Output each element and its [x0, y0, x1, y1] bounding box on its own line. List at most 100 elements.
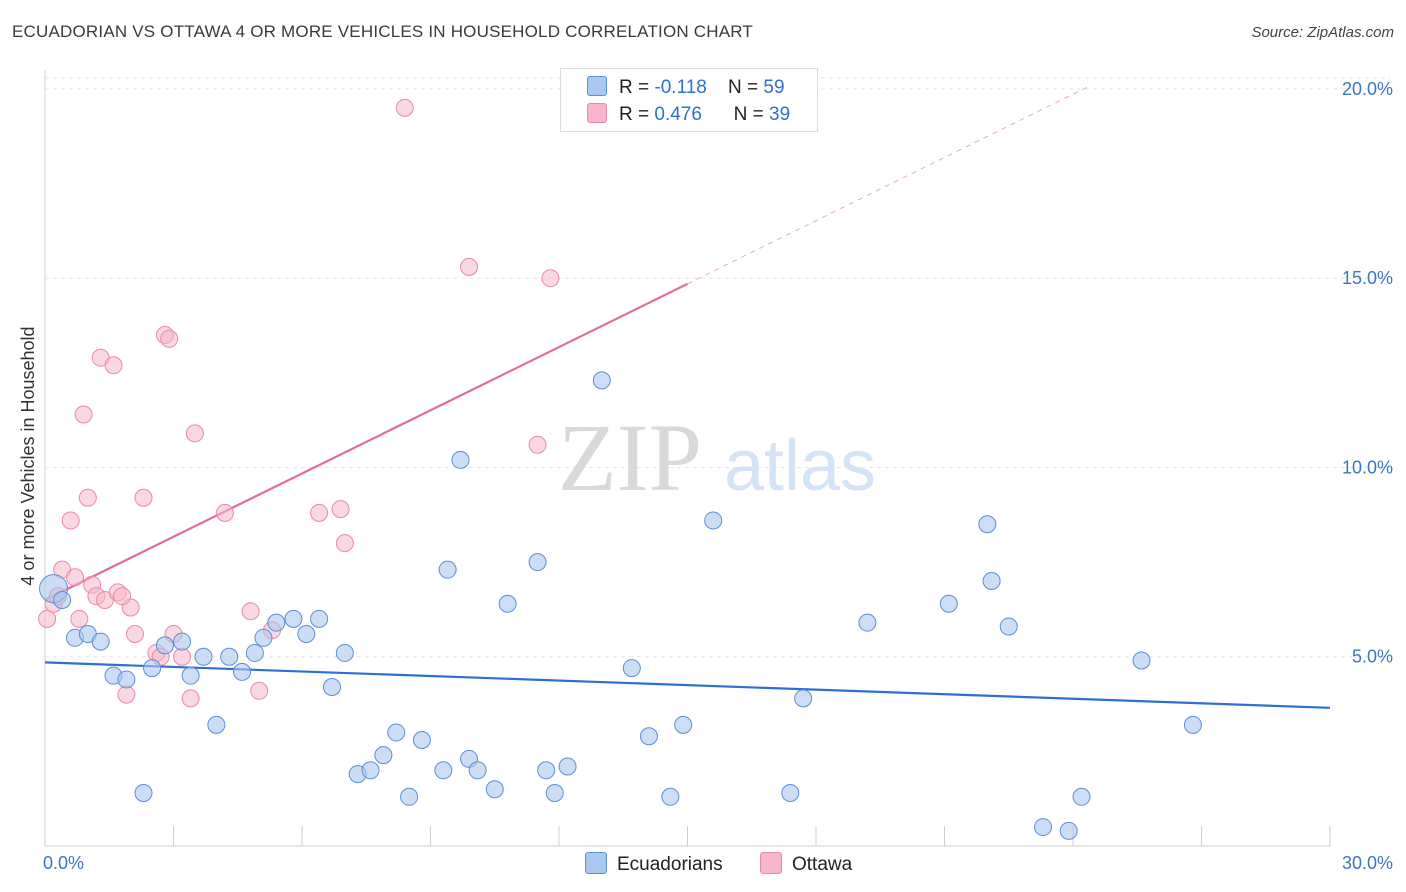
series-label-ecuadorians: Ecuadorians — [617, 854, 723, 875]
ecuadorian-point — [1183, 715, 1202, 734]
legend-row-ecuadorians: R = -0.118 N = 59 — [587, 76, 785, 100]
ottawa-point — [38, 609, 57, 628]
series-swatch-ottawa — [760, 852, 782, 874]
ecuadorian-trend-line — [44, 661, 1331, 709]
series-swatch-ecuadorians — [585, 852, 607, 874]
ecuadorian-point — [310, 609, 329, 628]
trend-lines — [44, 85, 1331, 709]
watermark-atlas: atlas — [724, 426, 876, 506]
ecuadorian-point — [537, 761, 556, 780]
legend-n-label: N = — [727, 77, 759, 98]
ecuadorian-point — [267, 613, 286, 632]
ecuadorian-point — [361, 761, 380, 780]
ecuadorian-point — [1072, 787, 1091, 806]
source-credit: Source: ZipAtlas.com — [1251, 24, 1394, 41]
x-tick-label: 0.0% — [43, 853, 84, 873]
ecuadorian-point — [173, 632, 192, 651]
legend-r-value: -0.118 — [654, 77, 707, 98]
ecuadorian-point — [434, 761, 453, 780]
x-tick-label: 30.0% — [1342, 853, 1393, 873]
legend-swatch-ottawa — [587, 103, 607, 123]
series-legend-ottawa: Ottawa — [760, 852, 852, 876]
ottawa-point — [241, 602, 260, 621]
ecuadorian-point — [558, 757, 577, 776]
ottawa-point — [215, 503, 234, 522]
ecuadorian-point — [661, 787, 680, 806]
ecuadorian-point — [858, 613, 877, 632]
stats-legend: R = -0.118 N = 59 R = 0.476 N = 39 — [560, 68, 818, 132]
ecuadorian-point — [91, 632, 110, 651]
ecuadorian-point — [412, 731, 431, 750]
ecuadorian-point — [999, 617, 1018, 636]
ecuadorian-point — [978, 515, 997, 534]
ecuadorian-point — [335, 643, 354, 662]
ottawa-point — [125, 625, 144, 644]
ottawa-point — [78, 488, 97, 507]
y-axis-title: 4 or more Vehicles in Household — [18, 326, 38, 585]
ecuadorian-point — [592, 371, 611, 390]
ottawa-point — [335, 534, 354, 553]
ecuadorian-point — [639, 727, 658, 746]
ottawa-point — [134, 488, 153, 507]
ottawa-point — [117, 685, 136, 704]
legend-r-label: R = — [619, 104, 650, 125]
ottawa-point — [310, 503, 329, 522]
ecuadorian-point — [674, 715, 693, 734]
tick-labels: 5.0% 10.0% 15.0% 20.0% 0.0% 30.0% — [43, 79, 1393, 873]
ecuadorian-point — [254, 628, 273, 647]
ottawa-point — [104, 356, 123, 375]
gridlines — [45, 77, 1390, 658]
ecuadorian-point — [794, 689, 813, 708]
ottawa-trend-line — [44, 282, 688, 601]
ottawa-point — [173, 647, 192, 666]
ottawa-point — [74, 405, 93, 424]
ecuadorian-point — [374, 746, 393, 765]
ecuadorian-point — [1034, 818, 1053, 837]
ottawa-trend-extension — [687, 85, 1091, 285]
ecuadorian-point — [220, 647, 239, 666]
ecuadorian-point — [400, 787, 419, 806]
ecuadorian-point — [545, 784, 564, 803]
series-label-ottawa: Ottawa — [792, 854, 853, 875]
ecuadorian-point — [528, 553, 547, 572]
legend-row-ottawa: R = 0.476 N = 39 — [587, 103, 790, 127]
ottawa-point — [113, 587, 132, 606]
y-tick-label: 20.0% — [1342, 79, 1393, 99]
watermark-zip: ZIP — [558, 404, 702, 511]
legend-n-value: 59 — [763, 77, 785, 98]
ecuadorian-point — [181, 666, 200, 685]
watermark: ZIP atlas — [558, 404, 876, 511]
ecuadorian-point — [622, 659, 641, 678]
ecuadorian-point — [155, 636, 174, 655]
ecuadorian-point — [143, 659, 162, 678]
ecuadorian-point — [53, 590, 72, 609]
ottawa-point — [528, 435, 547, 454]
y-tick-label: 10.0% — [1342, 457, 1393, 477]
axes — [44, 70, 1331, 847]
series-legend-ecuadorians: Ecuadorians — [585, 852, 723, 876]
ecuadorian-points — [39, 371, 1202, 840]
ottawa-point — [65, 568, 84, 587]
ecuadorian-point — [194, 647, 213, 666]
ecuadorian-point — [704, 511, 723, 530]
ottawa-point — [460, 257, 479, 276]
ecuadorian-point — [245, 643, 264, 662]
ecuadorian-point — [939, 594, 958, 613]
ottawa-point — [70, 609, 89, 628]
ecuadorian-point — [284, 609, 303, 628]
ottawa-point — [61, 511, 80, 530]
ecuadorian-point — [498, 594, 517, 613]
legend-r-label: R = — [619, 77, 650, 98]
ecuadorian-point — [322, 678, 341, 697]
ecuadorian-point — [982, 572, 1001, 591]
ottawa-point — [395, 98, 414, 117]
ottawa-point — [185, 424, 204, 443]
ecuadorian-point — [1132, 651, 1151, 670]
legend-n-value: 39 — [769, 104, 791, 125]
ecuadorian-point — [233, 662, 252, 681]
ottawa-point — [541, 269, 560, 288]
y-tick-label: 15.0% — [1342, 268, 1393, 288]
ecuadorian-point — [438, 560, 457, 579]
ottawa-point — [250, 681, 269, 700]
